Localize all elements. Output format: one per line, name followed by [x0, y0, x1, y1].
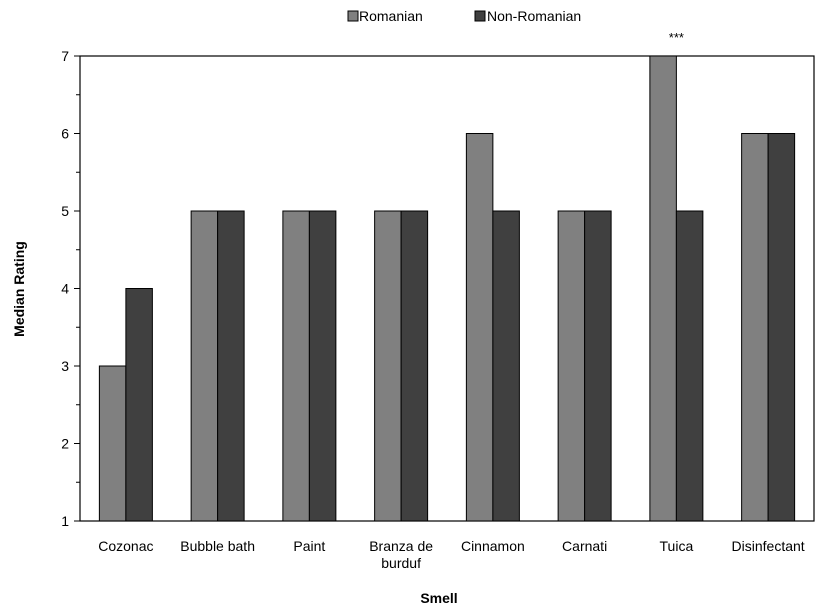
x-tick-label: Disinfectant	[732, 538, 805, 554]
x-axis-title: Smell	[420, 590, 457, 606]
bar-romanian-carnati	[557, 210, 586, 522]
bar-romanian-cinnamon	[465, 133, 494, 522]
significance-annotation: ***	[669, 30, 684, 45]
bar-romanian-bubble-bath	[190, 210, 219, 522]
bar-non-romanian-bubble-bath	[217, 210, 245, 522]
y-tick-label: 4	[61, 281, 69, 297]
plot-area: 1 2 3 4 5 6 7 Cozonac Bubble bath Paint Branza de b…	[61, 30, 815, 571]
x-tick-label: Bubble bath	[180, 538, 255, 554]
bar-romanian-paint	[282, 210, 310, 522]
bar-non-romanian-carnati	[584, 210, 612, 522]
bar-non-romanian-cozonac	[125, 288, 153, 522]
bar-non-romanian-cinnamon	[492, 210, 520, 522]
x-tick-label: Carnati	[562, 538, 607, 554]
y-axis-title: Median Rating	[11, 241, 27, 337]
y-tick-label: 5	[61, 203, 69, 219]
legend-label-non-romanian: Non-Romanian	[487, 8, 581, 24]
bar-non-romanian-paint	[308, 210, 337, 522]
y-tick-label: 2	[61, 436, 69, 452]
y-tick-label: 6	[61, 126, 69, 142]
bar-romanian-disinfectant	[741, 133, 769, 522]
legend-swatch-romanian	[347, 10, 359, 22]
legend-swatch-non-romanian	[474, 10, 486, 22]
bar-non-romanian-branza-de-burduf	[400, 210, 429, 522]
plot-frame	[79, 55, 815, 522]
x-tick-label: Tuica	[660, 538, 694, 554]
legend-label-romanian: Romanian	[359, 8, 423, 24]
bar-non-romanian-disinfectant	[767, 133, 796, 522]
legend: Romanian Non-Romanian	[347, 8, 581, 24]
bar-romanian-branza-de-burduf	[374, 210, 402, 522]
x-tick-label: Cinnamon	[461, 538, 525, 554]
x-tick-label: Cozonac	[98, 538, 153, 554]
bar-romanian-tuica	[649, 55, 677, 522]
bar-non-romanian-tuica	[675, 210, 704, 522]
bar-romanian-cozonac	[98, 365, 127, 522]
y-tick-label: 3	[61, 358, 69, 374]
y-tick-label: 7	[61, 48, 69, 64]
y-tick-label: 1	[61, 513, 69, 529]
x-tick-label: Paint	[293, 538, 325, 554]
x-tick-label: Branza de burduf	[369, 538, 433, 571]
